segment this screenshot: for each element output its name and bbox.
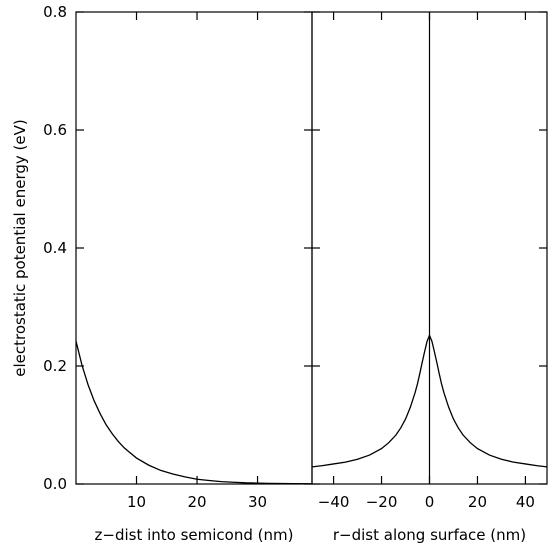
x-tick-label: 30 bbox=[248, 493, 267, 511]
y-tick-label: 0.8 bbox=[43, 3, 67, 21]
y-axis-label: electrostatic potential energy (eV) bbox=[11, 119, 29, 376]
x-tick-label: 20 bbox=[187, 493, 206, 511]
left-tick-labels: 0.0 0.2 0.4 0.6 0.8 10 20 30 bbox=[43, 3, 267, 511]
left-x-axis-label: z−dist into semicond (nm) bbox=[95, 526, 294, 544]
y-tick-label: 0.0 bbox=[43, 475, 67, 493]
y-tick-label: 0.2 bbox=[43, 357, 67, 375]
right-x-axis-label: r−dist along surface (nm) bbox=[333, 526, 526, 544]
left-ticks bbox=[76, 11, 320, 485]
x-tick-label: 40 bbox=[516, 493, 535, 511]
x-tick-label: −40 bbox=[318, 493, 350, 511]
x-tick-label: 0 bbox=[425, 493, 435, 511]
right-tick-labels: −40 −20 0 20 40 bbox=[318, 493, 535, 511]
x-tick-label: 10 bbox=[127, 493, 146, 511]
left-series-line bbox=[75, 341, 313, 485]
x-tick-label: 20 bbox=[468, 493, 487, 511]
y-tick-label: 0.6 bbox=[43, 121, 67, 139]
y-tick-label: 0.4 bbox=[43, 239, 67, 257]
x-tick-label: −20 bbox=[366, 493, 398, 511]
